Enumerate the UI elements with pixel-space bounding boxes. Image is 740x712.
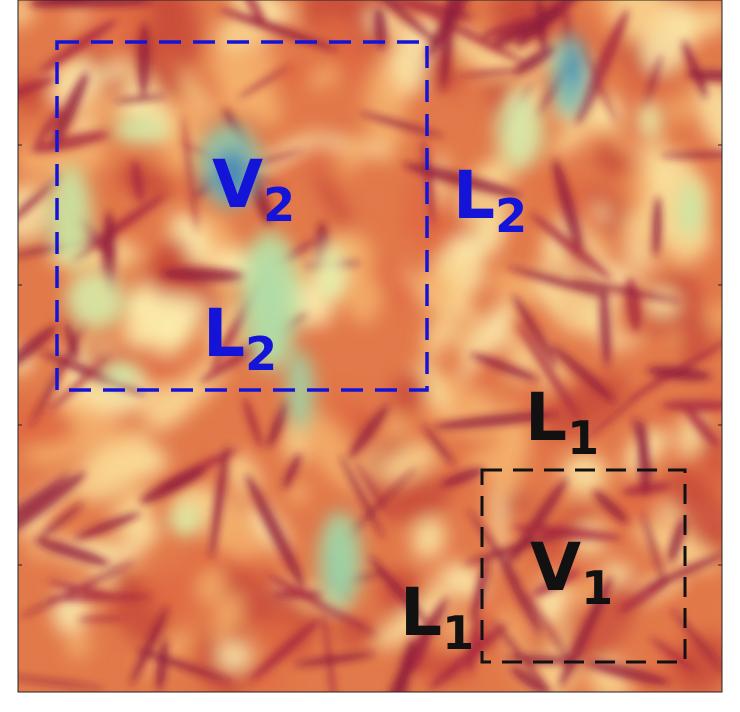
label-letter: V bbox=[212, 146, 263, 223]
label-subscript: 2 bbox=[245, 327, 277, 381]
texture bbox=[120, 294, 210, 320]
texture bbox=[567, 52, 583, 88]
label-letter: L bbox=[525, 379, 567, 456]
texture bbox=[65, 270, 125, 330]
label-subscript: 1 bbox=[581, 561, 613, 615]
texture bbox=[661, 400, 733, 412]
label-letter: L bbox=[400, 574, 442, 651]
texture bbox=[638, 100, 662, 140]
texture bbox=[169, 504, 201, 536]
texture bbox=[48, 165, 92, 265]
field bbox=[0, 0, 740, 712]
texture bbox=[100, 361, 140, 389]
texture bbox=[112, 116, 168, 144]
figure: V2 L2 L2 L1 V1 L1 bbox=[0, 0, 740, 712]
texture bbox=[678, 182, 702, 238]
label-subscript: 2 bbox=[495, 189, 527, 243]
texture bbox=[312, 240, 348, 300]
texture bbox=[318, 510, 362, 610]
label-subscript: 1 bbox=[442, 606, 474, 660]
texture bbox=[496, 90, 544, 170]
label-letter: L bbox=[203, 295, 245, 372]
label-subscript: 2 bbox=[263, 178, 295, 232]
label-subscript: 1 bbox=[567, 411, 599, 465]
label-letter: V bbox=[530, 529, 581, 606]
label-letter: L bbox=[453, 157, 495, 234]
